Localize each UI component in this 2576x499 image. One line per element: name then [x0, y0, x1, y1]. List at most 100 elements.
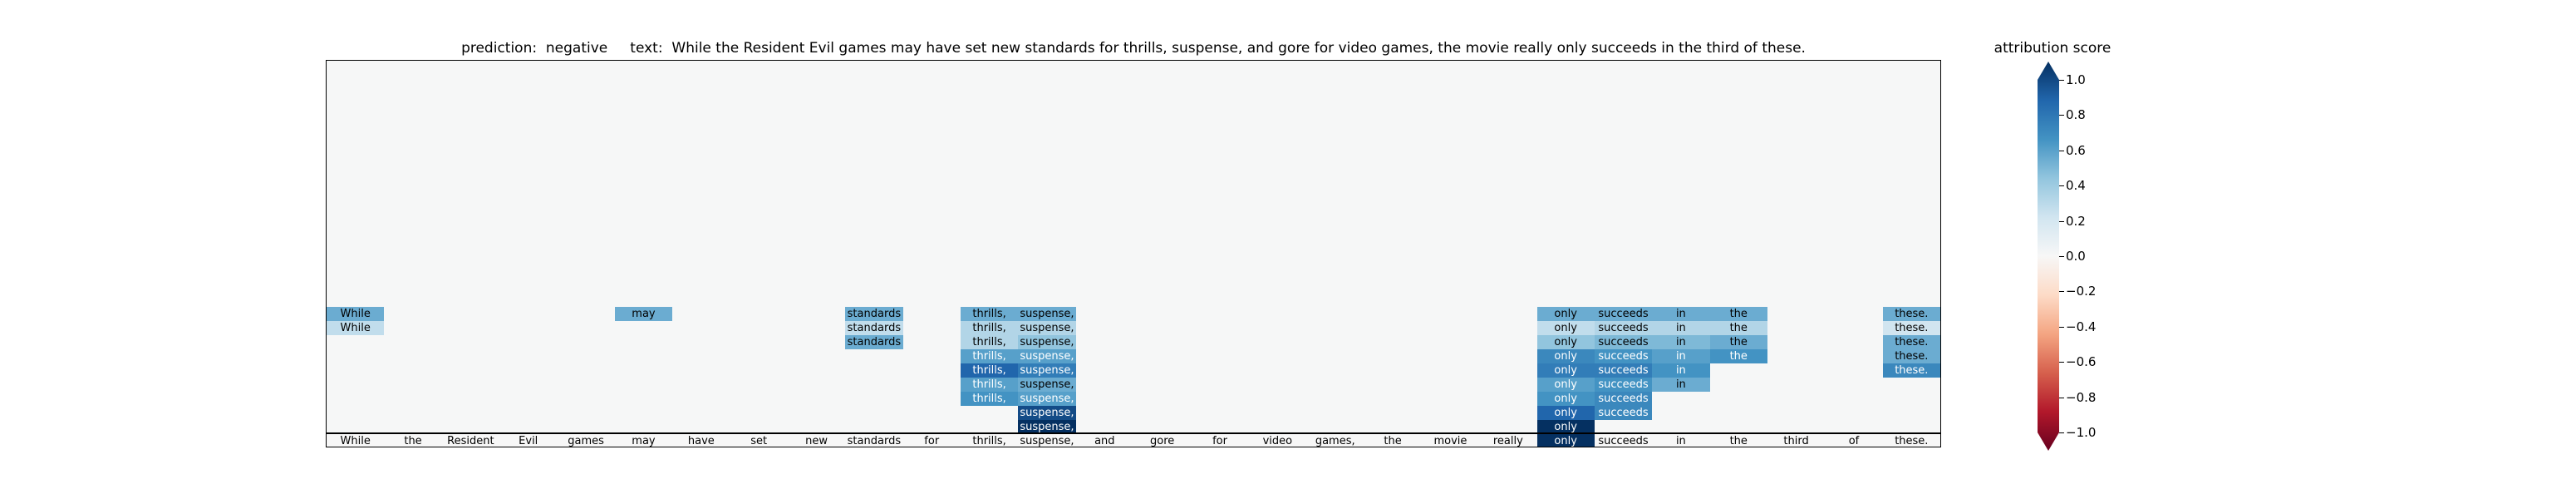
colorbar-gradient [2038, 62, 2059, 451]
attribution-cell: in [1652, 363, 1710, 378]
attribution-cell: standards [845, 335, 903, 349]
token-label: may [614, 434, 673, 447]
colorbar-tick-label: −0.4 [2066, 319, 2097, 334]
token-label: games [557, 434, 615, 447]
attribution-cell: these. [1882, 363, 1940, 378]
attribution-cell: these. [1882, 321, 1940, 335]
attribution-cell: suspense, [1018, 406, 1076, 420]
attribution-cell: in [1652, 349, 1710, 363]
attribution-cell: only [1536, 335, 1595, 349]
token-label: have [672, 434, 730, 447]
colorbar-tick-label: 0.6 [2066, 142, 2086, 158]
attribution-cell: these. [1882, 335, 1940, 349]
baseline-divider [327, 432, 1940, 434]
colorbar-tick-mark [2059, 362, 2064, 363]
attribution-cell: While [327, 307, 385, 321]
token-label: and [1075, 434, 1133, 447]
attribution-cell: thrills, [960, 363, 1019, 378]
attribution-cell: suspense, [1018, 363, 1076, 378]
token-label: for [902, 434, 961, 447]
attribution-cell: only [1536, 420, 1595, 434]
attribution-cell: succeeds [1594, 349, 1653, 363]
attribution-cell: only [1536, 363, 1595, 378]
token-label: of [1825, 434, 1883, 447]
text-value: While the Resident Evil games may have s… [671, 40, 1806, 57]
token-label: Resident [441, 434, 500, 447]
token-label: new [787, 434, 846, 447]
token-label: gore [1133, 434, 1192, 447]
token-label: third [1767, 434, 1826, 447]
attribution-cell: in [1652, 335, 1710, 349]
token-label: the [384, 434, 442, 447]
token-label: movie [1421, 434, 1480, 447]
attribution-cell: suspense, [1018, 392, 1076, 406]
attribution-cell: succeeds [1594, 378, 1653, 392]
attribution-cell: thrills, [960, 307, 1019, 321]
colorbar-tick-label: 0.4 [2066, 178, 2086, 194]
attribution-cell: thrills, [960, 392, 1019, 406]
token-label: the [1364, 434, 1422, 447]
attribution-cell: suspense, [1018, 420, 1076, 434]
colorbar-tick-label: −0.2 [2066, 284, 2097, 299]
token-label: for [1191, 434, 1249, 447]
attribution-cell: in [1652, 307, 1710, 321]
token-label: set [730, 434, 788, 447]
colorbar-tick-mark [2059, 291, 2064, 293]
attribution-cell: succeeds [1594, 406, 1653, 420]
token-label: video [1248, 434, 1307, 447]
attribution-cell: suspense, [1018, 321, 1076, 335]
text-label: text: [630, 40, 663, 57]
token-label: only [1536, 434, 1595, 447]
token-label: these. [1882, 434, 1940, 447]
prediction-label: prediction: [461, 40, 538, 57]
colorbar-tick-mark [2059, 326, 2064, 328]
token-label: succeeds [1594, 434, 1653, 447]
attribution-cell: standards [845, 321, 903, 335]
colorbar-tick-mark [2059, 220, 2064, 222]
token-label: suspense, [1018, 434, 1076, 447]
attribution-cell: suspense, [1018, 378, 1076, 392]
attribution-cell: only [1536, 392, 1595, 406]
colorbar-tick-mark [2059, 80, 2064, 81]
attribution-cell: suspense, [1018, 335, 1076, 349]
heatmap-frame: While the Resident Evil games may have set new st… [326, 60, 1941, 447]
attribution-cell: thrills, [960, 349, 1019, 363]
chart-title: prediction: negative text: While the Res… [326, 40, 1941, 57]
attribution-cell: succeeds [1594, 363, 1653, 378]
token-label: in [1652, 434, 1710, 447]
colorbar-tick-mark [2059, 432, 2064, 433]
token-label: Evil [499, 434, 558, 447]
attribution-cell: suspense, [1018, 307, 1076, 321]
colorbar-tick-mark [2059, 115, 2064, 116]
attribution-cell: the [1709, 307, 1767, 321]
attribution-cell: succeeds [1594, 392, 1653, 406]
attribution-cell: thrills, [960, 321, 1019, 335]
token-label: standards [845, 434, 903, 447]
colorbar: 1.0 0.8 0.6 0.4 0.2 0.0 −0.2 −0.4 −0.6 −0.8 −1.0 [2038, 62, 2096, 454]
attribution-cell: suspense, [1018, 349, 1076, 363]
token-label: the [1709, 434, 1767, 447]
attribution-cell: standards [845, 307, 903, 321]
token-label: games, [1306, 434, 1364, 447]
attribution-cell: only [1536, 349, 1595, 363]
prediction-value: negative [545, 40, 608, 57]
attribution-cell: the [1709, 349, 1767, 363]
attribution-cell: thrills, [960, 335, 1019, 349]
colorbar-tick-label: −0.6 [2066, 354, 2097, 370]
attribution-cell: in [1652, 321, 1710, 335]
colorbar-tick-label: 1.0 [2066, 72, 2086, 87]
attribution-cell: only [1536, 406, 1595, 420]
attribution-cell: succeeds [1594, 335, 1653, 349]
token-label: thrills, [960, 434, 1019, 447]
attribution-cell: succeeds [1594, 321, 1653, 335]
attribution-cell: may [614, 307, 673, 321]
attribution-cell: While [327, 321, 385, 335]
attribution-cell: in [1652, 378, 1710, 392]
colorbar-tick-label: −0.8 [2066, 389, 2097, 405]
attribution-cell: the [1709, 335, 1767, 349]
colorbar-tick-label: 0.0 [2066, 249, 2086, 264]
attribution-cell: only [1536, 307, 1595, 321]
attribution-cell: succeeds [1594, 307, 1653, 321]
colorbar-tick-mark [2059, 256, 2064, 257]
colorbar-tick-mark [2059, 185, 2064, 187]
